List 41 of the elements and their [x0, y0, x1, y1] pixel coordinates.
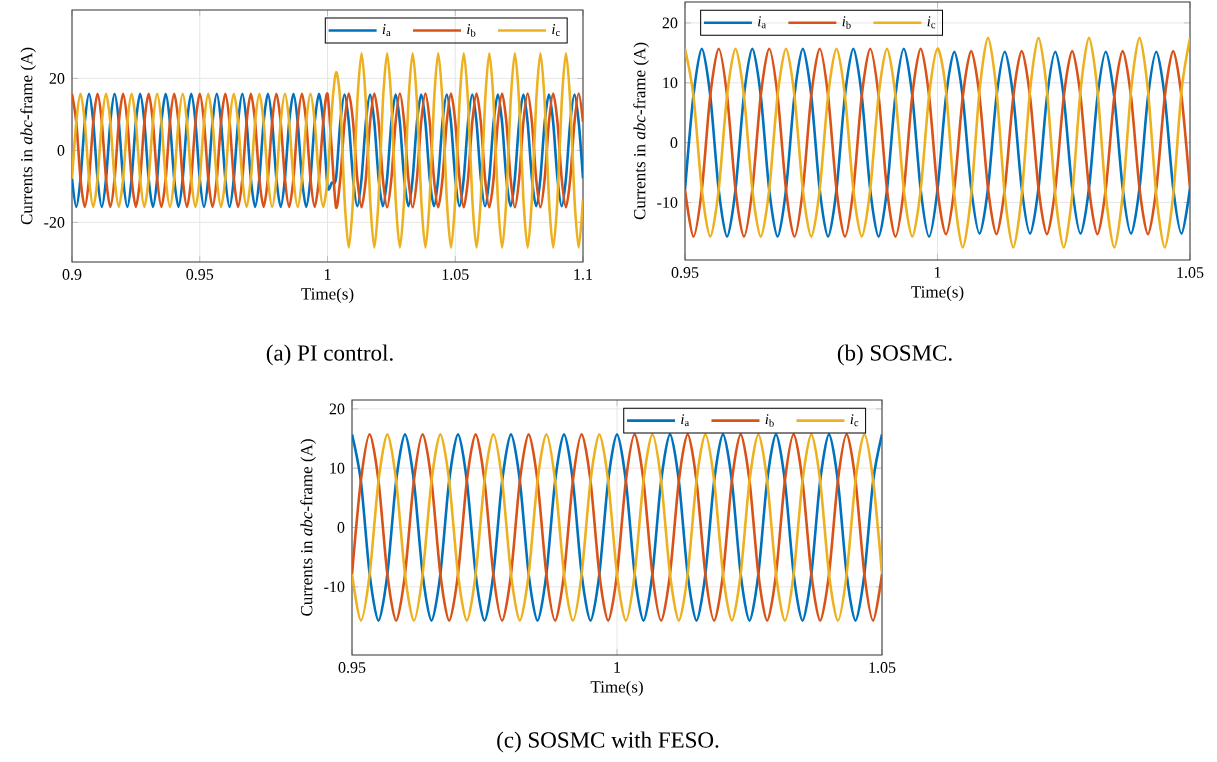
x-tick-label: 0.95	[338, 662, 366, 673]
y-tick-label: 10	[663, 77, 678, 89]
y-axis-title: Currents in abc-frame (A)	[633, 42, 649, 220]
line-series	[72, 51, 583, 249]
y-axis-title: Currents in abc-frame (A)	[20, 47, 36, 225]
x-tick-label: 1	[324, 269, 331, 280]
legend-label: i$_{a}$	[758, 16, 766, 29]
y-tick-label: 0	[337, 522, 345, 533]
y-tick-label: 20	[49, 73, 65, 84]
y-tick-label: 20	[329, 403, 345, 415]
text: (b) SOSMC.	[837, 344, 952, 366]
legend-label: i$_{c}$	[927, 16, 936, 29]
x-tick-label: 1	[614, 662, 621, 673]
legend-label: i$_{b}$	[765, 414, 774, 427]
legend-label: i$_{b}$	[467, 24, 476, 37]
text: (a) PI control.	[266, 344, 393, 366]
x-tick-label: 1.05	[442, 269, 469, 280]
x-axis-title: Time(s)	[590, 680, 643, 697]
x-tick-label: 1	[934, 267, 941, 278]
x-tick-label: 1.1	[574, 269, 593, 280]
text: (c) SOSMC with FESO.	[497, 731, 719, 753]
x-tick-label: 0.95	[671, 267, 699, 278]
y-tick-label: 20	[662, 17, 678, 29]
y-tick-label: -10	[324, 581, 345, 593]
y-tick-label: -20	[44, 217, 65, 228]
x-tick-label: 0.95	[186, 269, 214, 280]
y-tick-label: 10	[330, 462, 345, 474]
y-tick-label: 0	[57, 145, 65, 156]
legend-label: i$_{b}$	[842, 16, 851, 29]
legend-label: i$_{a}$	[681, 414, 690, 427]
y-axis-title: Currents in abc-frame (A)	[300, 439, 316, 616]
legend-label: i$_{c}$	[850, 414, 859, 427]
legend-label: i$_{c}$	[552, 24, 560, 37]
y-tick-label: 0	[670, 137, 678, 149]
x-tick-label: 1.05	[869, 662, 896, 673]
x-axis-title: Time(s)	[301, 287, 354, 304]
x-tick-label: 1.05	[1177, 267, 1204, 278]
x-tick-label: 0.9	[62, 269, 82, 280]
y-tick-label: -10	[657, 197, 678, 208]
x-axis-title: Time(s)	[911, 285, 964, 302]
legend-label: i$_{a}$	[382, 24, 391, 37]
